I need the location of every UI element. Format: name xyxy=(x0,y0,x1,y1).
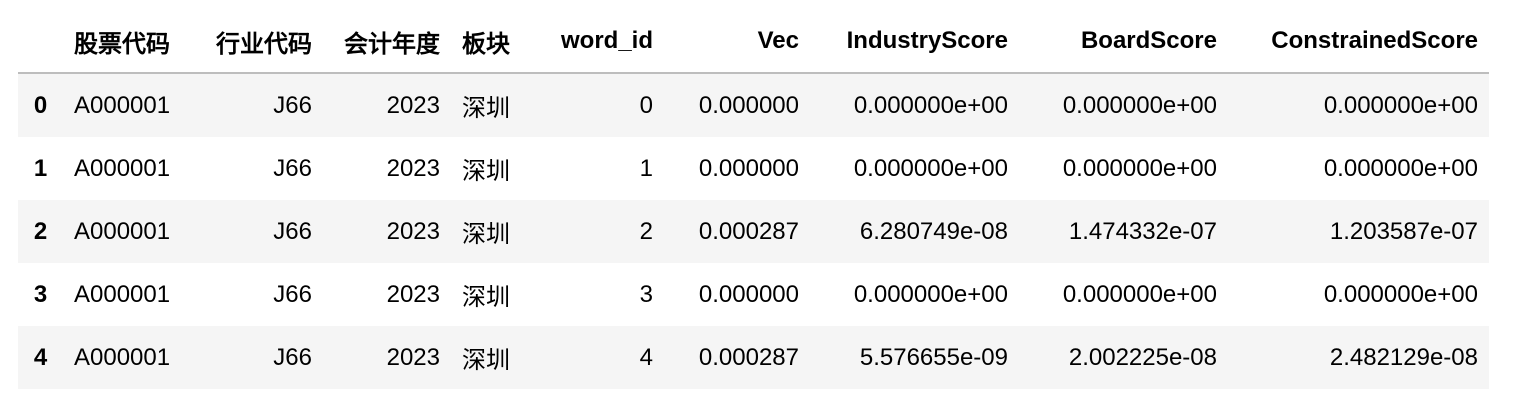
row-index: 1 xyxy=(33,154,48,182)
cell-fiscal-year: 2023 xyxy=(386,343,440,371)
index-header xyxy=(18,10,63,74)
cell-constrained-score: 0.000000e+00 xyxy=(1323,154,1478,182)
cell-constrained-score: 0.000000e+00 xyxy=(1323,280,1478,308)
cell-stock-code: A000001 xyxy=(74,280,171,308)
cell-board: 深圳 xyxy=(462,158,510,185)
cell-industry-code: J66 xyxy=(273,154,312,182)
cell-word-id: 1 xyxy=(639,154,653,182)
cell-vec: 0.000000 xyxy=(698,91,799,119)
cell-industry-code: J66 xyxy=(273,217,312,245)
cell-industry-code: J66 xyxy=(273,280,312,308)
table-row: 0 A000001 J66 2023 深圳 0 0.000000 0.00000… xyxy=(18,73,1489,137)
cell-board-score: 1.474332e-07 xyxy=(1068,217,1217,245)
row-index: 3 xyxy=(33,280,48,308)
cell-constrained-score: 2.482129e-08 xyxy=(1329,343,1478,371)
cell-industry-score: 6.280749e-08 xyxy=(859,217,1008,245)
cell-industry-score: 0.000000e+00 xyxy=(853,154,1008,182)
cell-vec: 0.000287 xyxy=(698,343,799,371)
cell-fiscal-year: 2023 xyxy=(386,154,440,182)
table-row: 2 A000001 J66 2023 深圳 2 0.000287 6.28074… xyxy=(18,200,1489,263)
column-header-word-id: word_id xyxy=(528,10,664,74)
table-row: 3 A000001 J66 2023 深圳 3 0.000000 0.00000… xyxy=(18,263,1489,326)
cell-industry-score: 5.576655e-09 xyxy=(859,343,1008,371)
table-row: 1 A000001 J66 2023 深圳 1 0.000000 0.00000… xyxy=(18,137,1489,200)
cell-word-id: 0 xyxy=(639,91,653,119)
cell-board-score: 0.000000e+00 xyxy=(1062,91,1217,119)
cell-word-id: 4 xyxy=(639,343,653,371)
cell-board-score: 0.000000e+00 xyxy=(1062,280,1217,308)
cell-constrained-score: 1.203587e-07 xyxy=(1329,217,1478,245)
cell-stock-code: A000001 xyxy=(74,217,171,245)
cell-board: 深圳 xyxy=(462,221,510,248)
cell-stock-code: A000001 xyxy=(74,343,171,371)
cell-industry-score: 0.000000e+00 xyxy=(853,280,1008,308)
column-header-industry-code: 行业代码 xyxy=(193,10,323,74)
cell-stock-code: A000001 xyxy=(74,91,171,119)
column-header-fiscal-year: 会计年度 xyxy=(323,10,451,74)
cell-constrained-score: 0.000000e+00 xyxy=(1323,91,1478,119)
header-row: 股票代码 行业代码 会计年度 板块 word_id Vec IndustrySc… xyxy=(18,10,1489,74)
cell-word-id: 2 xyxy=(639,217,653,245)
cell-word-id: 3 xyxy=(639,280,653,308)
cell-fiscal-year: 2023 xyxy=(386,217,440,245)
cell-board-score: 2.002225e-08 xyxy=(1068,343,1217,371)
cell-stock-code: A000001 xyxy=(74,154,171,182)
column-header-vec: Vec xyxy=(664,10,810,74)
cell-board: 深圳 xyxy=(462,284,510,311)
column-header-board: 板块 xyxy=(451,10,528,74)
dataframe-table: 股票代码 行业代码 会计年度 板块 word_id Vec IndustrySc… xyxy=(18,10,1489,389)
column-header-board-score: BoardScore xyxy=(1019,10,1228,74)
column-header-stock-code: 股票代码 xyxy=(63,10,193,74)
cell-board: 深圳 xyxy=(462,347,510,374)
cell-vec: 0.000000 xyxy=(698,280,799,308)
cell-industry-score: 0.000000e+00 xyxy=(853,91,1008,119)
row-index: 2 xyxy=(33,217,48,245)
cell-fiscal-year: 2023 xyxy=(386,91,440,119)
cell-board-score: 0.000000e+00 xyxy=(1062,154,1217,182)
cell-industry-code: J66 xyxy=(273,343,312,371)
column-header-industry-score: IndustryScore xyxy=(810,10,1019,74)
cell-vec: 0.000000 xyxy=(698,154,799,182)
row-index: 0 xyxy=(33,91,48,119)
row-index: 4 xyxy=(33,343,48,371)
table-row: 4 A000001 J66 2023 深圳 4 0.000287 5.57665… xyxy=(18,326,1489,389)
cell-vec: 0.000287 xyxy=(698,217,799,245)
cell-industry-code: J66 xyxy=(273,91,312,119)
column-header-constrained-score: ConstrainedScore xyxy=(1228,10,1489,74)
dataframe-output: 股票代码 行业代码 会计年度 板块 word_id Vec IndustrySc… xyxy=(18,10,1489,389)
cell-fiscal-year: 2023 xyxy=(386,280,440,308)
cell-board: 深圳 xyxy=(462,95,510,122)
